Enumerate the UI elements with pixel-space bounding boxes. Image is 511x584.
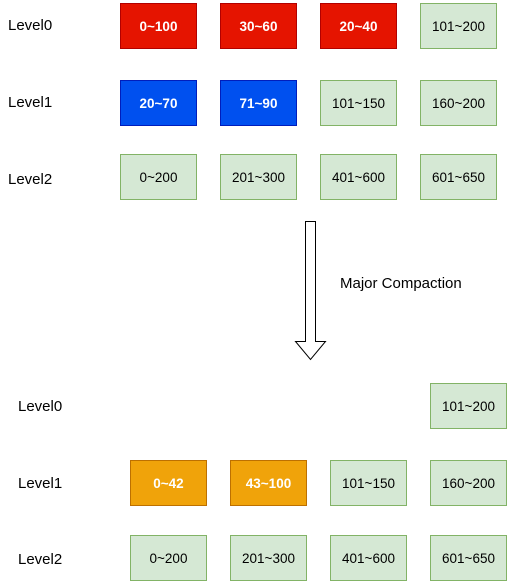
before-level0-block-3: 20~40 [320, 3, 397, 49]
before-level2-block-3: 401~600 [320, 154, 397, 200]
before-level2-block-1: 0~200 [120, 154, 197, 200]
before-level0-block-4: 101~200 [420, 3, 497, 49]
after-level2-block-4: 601~650 [430, 535, 507, 581]
after-level1-block-1: 0~42 [130, 460, 207, 506]
after-level2-block-1: 0~200 [130, 535, 207, 581]
before-level1-block-2: 71~90 [220, 80, 297, 126]
after-level0-label: Level0 [18, 398, 63, 415]
after-level2-label: Level2 [18, 551, 63, 568]
after-level2-block-3: 401~600 [330, 535, 407, 581]
after-level1-block-3: 101~150 [330, 460, 407, 506]
after-level0-block-1: 101~200 [430, 383, 507, 429]
before-level1-block-1: 20~70 [120, 80, 197, 126]
before-level1-label: Level1 [8, 94, 53, 111]
arrow-caption: Major Compaction [340, 275, 462, 292]
before-level0-block-2: 30~60 [220, 3, 297, 49]
before-level0-block-1: 0~100 [120, 3, 197, 49]
before-level2-block-4: 601~650 [420, 154, 497, 200]
after-level1-block-2: 43~100 [230, 460, 307, 506]
before-level2-label: Level2 [8, 171, 53, 188]
before-level2-block-2: 201~300 [220, 154, 297, 200]
before-level1-block-3: 101~150 [320, 80, 397, 126]
after-level1-block-4: 160~200 [430, 460, 507, 506]
before-level0-label: Level0 [8, 17, 53, 34]
after-level1-label: Level1 [18, 475, 63, 492]
after-level2-block-2: 201~300 [230, 535, 307, 581]
before-level1-block-4: 160~200 [420, 80, 497, 126]
